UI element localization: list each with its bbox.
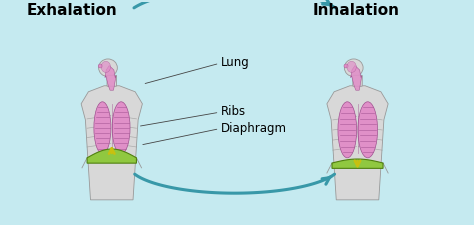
Ellipse shape [358,102,378,158]
Text: Ribs: Ribs [220,105,246,118]
FancyBboxPatch shape [353,76,362,87]
FancyBboxPatch shape [107,76,117,87]
Circle shape [99,60,118,77]
Ellipse shape [94,102,111,154]
Polygon shape [332,159,383,169]
Text: Diaphragm: Diaphragm [220,121,286,134]
Circle shape [345,60,363,77]
Polygon shape [81,86,142,200]
Ellipse shape [338,102,356,158]
Text: Lung: Lung [220,56,249,69]
Polygon shape [351,66,362,91]
Polygon shape [327,86,388,200]
Polygon shape [87,149,137,163]
Ellipse shape [101,62,110,73]
Ellipse shape [347,62,356,73]
Ellipse shape [98,65,102,69]
Text: Exhalation: Exhalation [27,3,118,18]
Ellipse shape [344,65,348,69]
Text: Inhalation: Inhalation [313,3,400,18]
Ellipse shape [112,102,130,154]
Polygon shape [105,66,116,91]
